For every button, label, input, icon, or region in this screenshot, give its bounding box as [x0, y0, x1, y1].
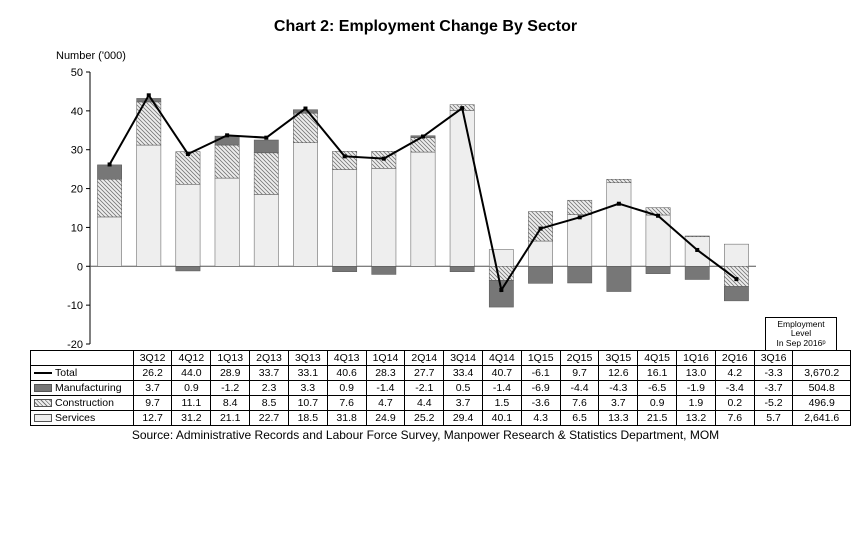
- legend-manufacturing: Manufacturing: [31, 381, 134, 396]
- total-marker: [186, 152, 190, 156]
- bar-manufacturing: [372, 266, 396, 274]
- bar-services: [176, 184, 200, 266]
- emp-level-construction: 496.9: [793, 396, 851, 411]
- data-table: 3Q124Q121Q132Q133Q134Q131Q142Q143Q144Q14…: [30, 350, 851, 426]
- bar-services: [137, 145, 161, 266]
- bar-construction: [411, 138, 435, 152]
- bar-services: [450, 110, 474, 266]
- bar-manufacturing: [489, 280, 513, 307]
- svg-text:0: 0: [77, 261, 83, 273]
- employment-level-box: Employment Level In Sep 2016ᵖ: [765, 317, 837, 351]
- bar-services: [568, 215, 592, 267]
- total-marker: [264, 136, 268, 140]
- table-row-services: Services12.731.221.122.718.531.824.925.2…: [31, 411, 851, 426]
- bar-manufacturing: [333, 266, 357, 271]
- bar-manufacturing: [724, 286, 748, 300]
- bar-services: [333, 170, 357, 267]
- total-marker: [734, 277, 738, 281]
- chart-page: { "title": "Chart 2: Employment Change B…: [0, 0, 851, 545]
- bar-construction: [215, 145, 239, 178]
- bar-construction: [685, 236, 709, 237]
- bar-construction: [724, 266, 748, 286]
- bar-services: [528, 241, 552, 266]
- emp-level-services: 2,641.6: [793, 411, 851, 426]
- bar-manufacturing: [685, 266, 709, 279]
- bar-manufacturing: [450, 266, 474, 271]
- total-marker: [617, 202, 621, 206]
- emp-level-manufacturing: 504.8: [793, 381, 851, 396]
- bar-construction: [607, 179, 631, 182]
- bar-construction: [333, 151, 357, 169]
- source-text: Source: Administrative Records and Labou…: [0, 428, 851, 442]
- bar-services: [97, 217, 121, 266]
- bar-services: [724, 244, 748, 266]
- bar-construction: [176, 152, 200, 185]
- bar-services: [607, 183, 631, 267]
- table-row-manufacturing: Manufacturing3.70.9-1.22.33.30.9-1.4-2.1…: [31, 381, 851, 396]
- bar-manufacturing: [528, 266, 552, 283]
- chart-title: Chart 2: Employment Change By Sector: [0, 18, 851, 36]
- total-marker: [578, 215, 582, 219]
- total-marker: [421, 135, 425, 139]
- bar-construction: [254, 153, 278, 195]
- total-marker: [382, 157, 386, 161]
- bar-services: [293, 143, 317, 267]
- bar-manufacturing: [137, 98, 161, 101]
- bar-manufacturing: [176, 266, 200, 271]
- bar-construction: [568, 200, 592, 214]
- table-row-total: Total26.244.028.933.733.140.628.327.733.…: [31, 366, 851, 381]
- bar-services: [372, 168, 396, 266]
- svg-text:50: 50: [71, 68, 83, 79]
- plot-area: -20 -10 0 10 20 30 40 50: [60, 68, 760, 348]
- total-marker: [343, 154, 347, 158]
- bar-manufacturing: [607, 266, 631, 291]
- total-marker: [303, 107, 307, 111]
- total-marker: [656, 214, 660, 218]
- svg-text:10: 10: [71, 222, 83, 234]
- total-marker: [225, 133, 229, 137]
- svg-text:40: 40: [71, 106, 83, 118]
- emp-level-total: 3,670.2: [793, 366, 851, 381]
- svg-text:-20: -20: [67, 339, 83, 348]
- legend-total: Total: [31, 366, 134, 381]
- bar-services: [215, 178, 239, 266]
- total-marker: [499, 288, 503, 292]
- bar-manufacturing: [215, 136, 239, 145]
- table-row-construction: Construction9.711.18.48.510.77.64.74.43.…: [31, 396, 851, 411]
- bar-manufacturing: [646, 266, 670, 273]
- bar-manufacturing: [97, 165, 121, 179]
- svg-text:-10: -10: [67, 300, 83, 312]
- total-marker: [695, 248, 699, 252]
- total-marker: [108, 162, 112, 166]
- y-axis-label: Number ('000): [56, 50, 126, 62]
- total-marker: [147, 93, 151, 97]
- bar-manufacturing: [254, 140, 278, 153]
- total-marker: [539, 227, 543, 231]
- svg-text:30: 30: [71, 145, 83, 157]
- chart-svg: -20 -10 0 10 20 30 40 50: [60, 68, 760, 348]
- bar-services: [254, 194, 278, 266]
- bar-services: [411, 152, 435, 266]
- svg-text:20: 20: [71, 184, 83, 196]
- total-marker: [460, 106, 464, 110]
- legend-services: Services: [31, 411, 134, 426]
- legend-construction: Construction: [31, 396, 134, 411]
- emp-box-line3: In Sep 2016ᵖ: [767, 339, 835, 348]
- bar-manufacturing: [568, 266, 592, 283]
- bar-construction: [97, 179, 121, 217]
